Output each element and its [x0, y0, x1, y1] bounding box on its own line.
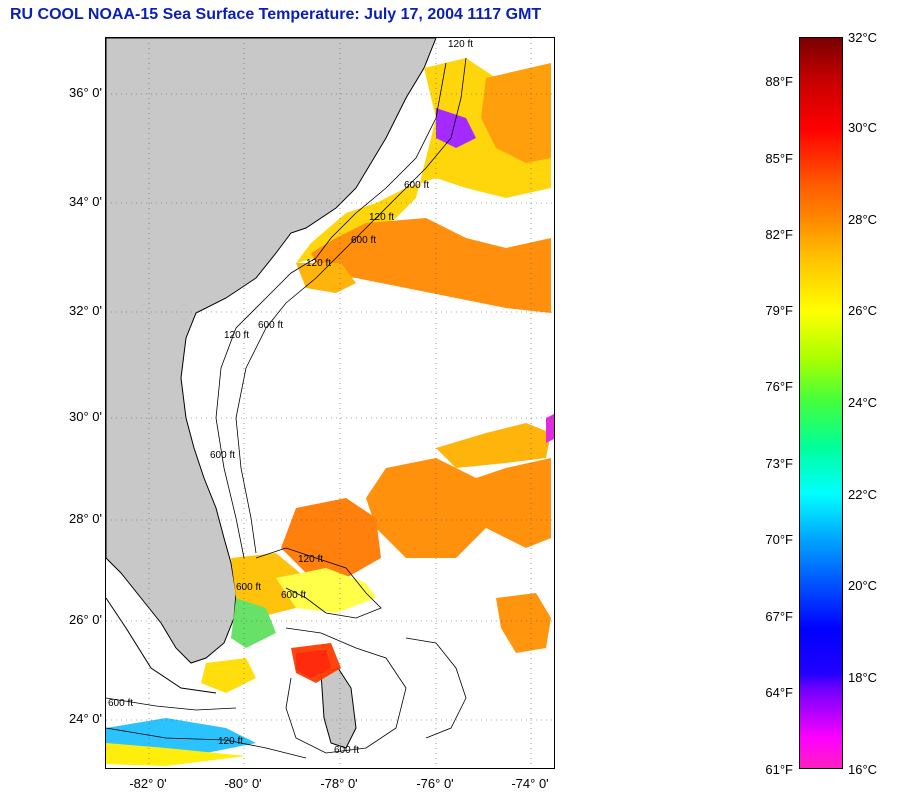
fahrenheit-label: 79°F — [765, 303, 793, 318]
contour-label: 600 ft — [210, 450, 235, 461]
lat-label: 24° 0' — [69, 711, 102, 726]
contour-label: 120 ft — [448, 39, 473, 50]
contour-label: 120 ft — [218, 736, 243, 747]
celsius-label: 22°C — [848, 487, 878, 502]
land-bahamas — [320, 667, 357, 749]
contour-labels: 120 ft 600 ft 120 ft 600 ft 120 ft 600 f… — [108, 39, 473, 756]
lat-label: 36° 0' — [69, 85, 102, 100]
lon-label: -74° 0' — [511, 776, 549, 791]
lat-label: 34° 0' — [69, 194, 102, 209]
lat-label: 32° 0' — [69, 303, 102, 318]
fahrenheit-label: 70°F — [765, 532, 793, 547]
contour-label: 600 ft — [334, 745, 359, 756]
fahrenheit-label: 73°F — [765, 456, 793, 471]
fahrenheit-label: 64°F — [765, 685, 793, 700]
fahrenheit-label: 67°F — [765, 609, 793, 624]
lat-label: 26° 0' — [69, 612, 102, 627]
contour-label: 600 ft — [236, 582, 261, 593]
fahrenheit-label: 85°F — [765, 151, 793, 166]
lon-label: -82° 0' — [129, 776, 167, 791]
celsius-label: 30°C — [848, 120, 878, 135]
contour-label: 600 ft — [281, 590, 306, 601]
lat-label: 28° 0' — [69, 511, 102, 526]
fahrenheit-label: 76°F — [765, 379, 793, 394]
lon-label: -76° 0' — [416, 776, 454, 791]
contour-label: 120 ft — [369, 212, 394, 223]
celsius-label: 26°C — [848, 303, 878, 318]
contour-label: 600 ft — [351, 235, 376, 246]
fahrenheit-label: 61°F — [765, 762, 793, 777]
fahrenheit-label: 82°F — [765, 227, 793, 242]
lat-label: 30° 0' — [69, 409, 102, 424]
contour-label: 120 ft — [298, 554, 323, 565]
fahrenheit-label: 88°F — [765, 74, 793, 89]
lon-label: -78° 0' — [320, 776, 358, 791]
contour-label: 600 ft — [404, 180, 429, 191]
celsius-label: 16°C — [848, 762, 878, 777]
celsius-label: 20°C — [848, 578, 878, 593]
keys-outline — [106, 597, 217, 694]
contour-label: 120 ft — [306, 258, 331, 269]
temperature-color-scale — [799, 37, 843, 769]
sst-map-canvas: 120 ft 600 ft 120 ft 600 ft 120 ft 600 f… — [106, 38, 554, 768]
celsius-label: 28°C — [848, 212, 878, 227]
contour-label: 120 ft — [224, 330, 249, 341]
sst-map: 120 ft 600 ft 120 ft 600 ft 120 ft 600 f… — [105, 37, 555, 769]
sst-patches — [106, 58, 554, 766]
bathymetry-contours — [106, 57, 467, 759]
graticule — [106, 38, 554, 768]
celsius-label: 32°C — [848, 30, 878, 45]
contour-label: 600 ft — [108, 698, 133, 709]
celsius-label: 24°C — [848, 395, 878, 410]
contour-label: 600 ft — [258, 320, 283, 331]
lon-label: -80° 0' — [224, 776, 262, 791]
map-title: RU COOL NOAA-15 Sea Surface Temperature:… — [10, 6, 542, 23]
celsius-label: 18°C — [848, 670, 878, 685]
